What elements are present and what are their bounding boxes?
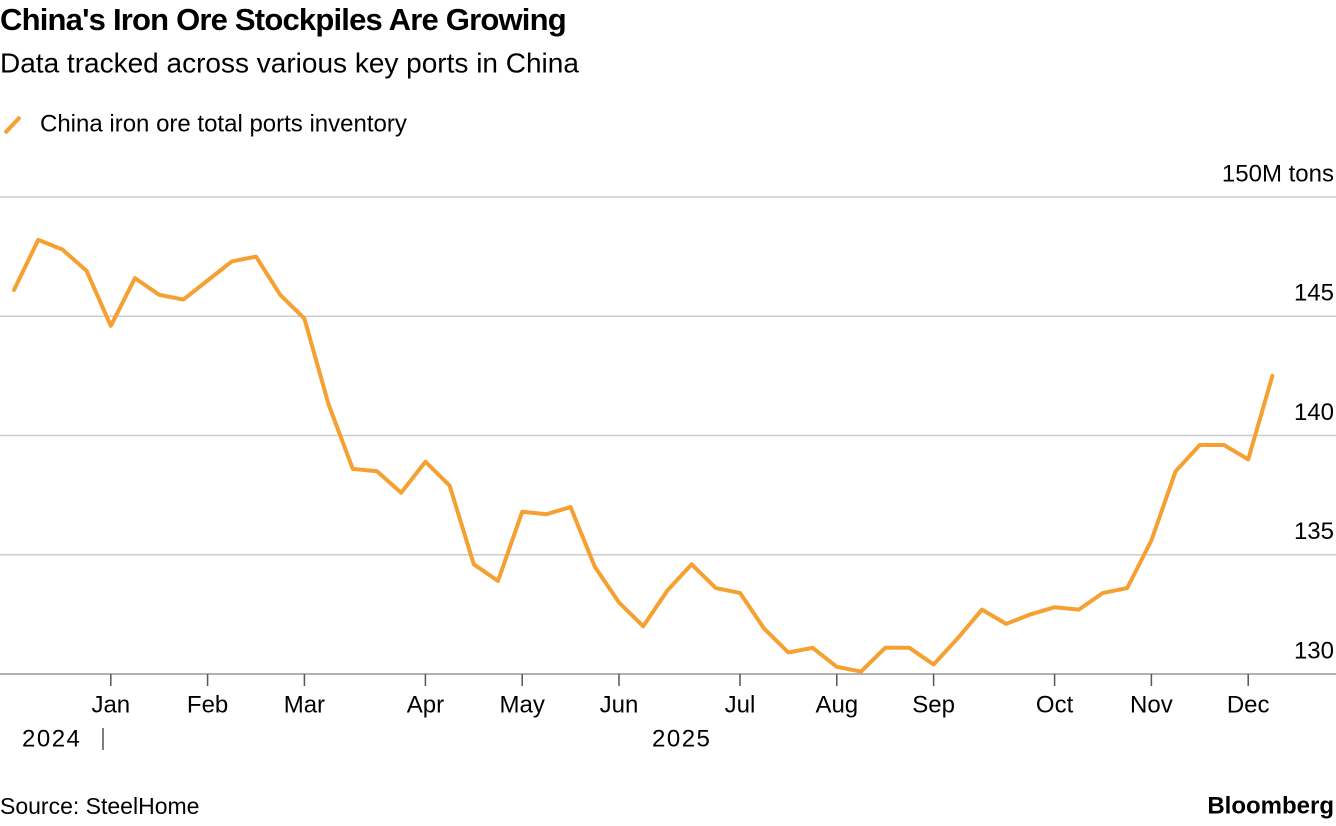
legend-swatch bbox=[3, 115, 22, 135]
x-tick-label: Mar bbox=[284, 691, 325, 718]
x-tick-label: Oct bbox=[1036, 691, 1074, 718]
x-tick-label: Feb bbox=[187, 691, 228, 718]
x-tick-label: Dec bbox=[1227, 691, 1270, 718]
legend-label: China iron ore total ports inventory bbox=[40, 110, 407, 137]
year-label: 2024 bbox=[22, 725, 81, 752]
x-tick-label: Nov bbox=[1130, 691, 1173, 718]
year-label: 2025 bbox=[652, 725, 711, 752]
x-tick-label: Jun bbox=[600, 691, 639, 718]
x-tick-label: Apr bbox=[407, 691, 444, 718]
brand: Bloomberg bbox=[1207, 792, 1334, 819]
y-tick-label: 130 bbox=[1294, 637, 1334, 664]
y-tick-label: 135 bbox=[1294, 518, 1334, 545]
chart-subtitle: Data tracked across various key ports in… bbox=[0, 47, 579, 78]
x-tick-label: Jul bbox=[725, 691, 756, 718]
y-tick-label: 145 bbox=[1294, 280, 1334, 307]
y-tick-label: 140 bbox=[1294, 399, 1334, 426]
x-tick-label: May bbox=[500, 691, 545, 718]
data-line bbox=[12, 237, 1275, 674]
source: Source: SteelHome bbox=[0, 793, 199, 819]
chart-title: China's Iron Ore Stockpiles Are Growing bbox=[0, 2, 566, 37]
x-tick-label: Sep bbox=[912, 691, 955, 718]
y-tick-label: 150M tons bbox=[1222, 160, 1334, 187]
x-tick-label: Jan bbox=[91, 691, 130, 718]
x-tick-label: Aug bbox=[815, 691, 858, 718]
